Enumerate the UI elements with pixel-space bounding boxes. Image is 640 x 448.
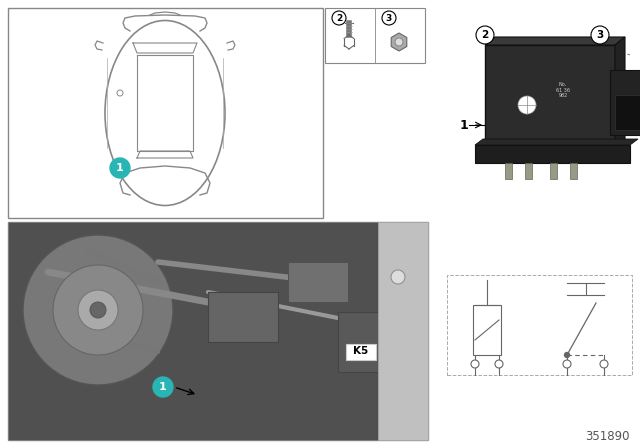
Circle shape	[476, 26, 494, 44]
Circle shape	[563, 360, 571, 368]
Circle shape	[591, 26, 609, 44]
Ellipse shape	[105, 21, 225, 206]
Text: 2: 2	[481, 30, 488, 40]
Bar	[550, 163, 557, 179]
Circle shape	[332, 11, 346, 25]
Bar	[208, 292, 278, 342]
Circle shape	[518, 96, 536, 114]
Bar	[338, 312, 408, 372]
Bar	[8, 8, 323, 218]
Bar	[8, 222, 428, 440]
Text: 3: 3	[596, 30, 604, 40]
Circle shape	[110, 158, 130, 178]
Circle shape	[382, 11, 396, 25]
Bar	[505, 163, 512, 179]
Text: 1: 1	[460, 119, 468, 132]
Circle shape	[78, 290, 118, 330]
Circle shape	[564, 353, 570, 358]
Circle shape	[391, 270, 405, 284]
Bar	[485, 45, 615, 150]
Circle shape	[153, 377, 173, 397]
Circle shape	[495, 360, 503, 368]
Text: No.
61 36
982: No. 61 36 982	[556, 82, 570, 98]
Polygon shape	[475, 139, 638, 145]
Circle shape	[600, 360, 608, 368]
Circle shape	[117, 90, 123, 96]
Text: 1: 1	[159, 382, 167, 392]
Bar	[288, 262, 348, 302]
Text: 351890: 351890	[586, 430, 630, 443]
Circle shape	[471, 360, 479, 368]
Circle shape	[395, 38, 403, 46]
Bar	[525, 163, 532, 179]
Circle shape	[53, 265, 143, 355]
Bar	[325, 8, 425, 63]
Bar	[346, 344, 376, 360]
Polygon shape	[485, 37, 625, 45]
Bar	[378, 222, 428, 440]
Bar	[447, 275, 632, 375]
Text: K5: K5	[353, 346, 369, 356]
Polygon shape	[615, 37, 625, 150]
Polygon shape	[391, 33, 407, 51]
Bar	[615, 95, 640, 130]
Circle shape	[23, 235, 173, 385]
Bar	[475, 145, 630, 163]
Text: 2: 2	[336, 13, 342, 22]
Bar	[9, 223, 427, 439]
Bar	[610, 70, 640, 135]
Text: 1: 1	[116, 163, 124, 173]
Circle shape	[90, 302, 106, 318]
Bar	[473, 305, 501, 355]
Text: 3: 3	[386, 13, 392, 22]
Bar	[570, 163, 577, 179]
